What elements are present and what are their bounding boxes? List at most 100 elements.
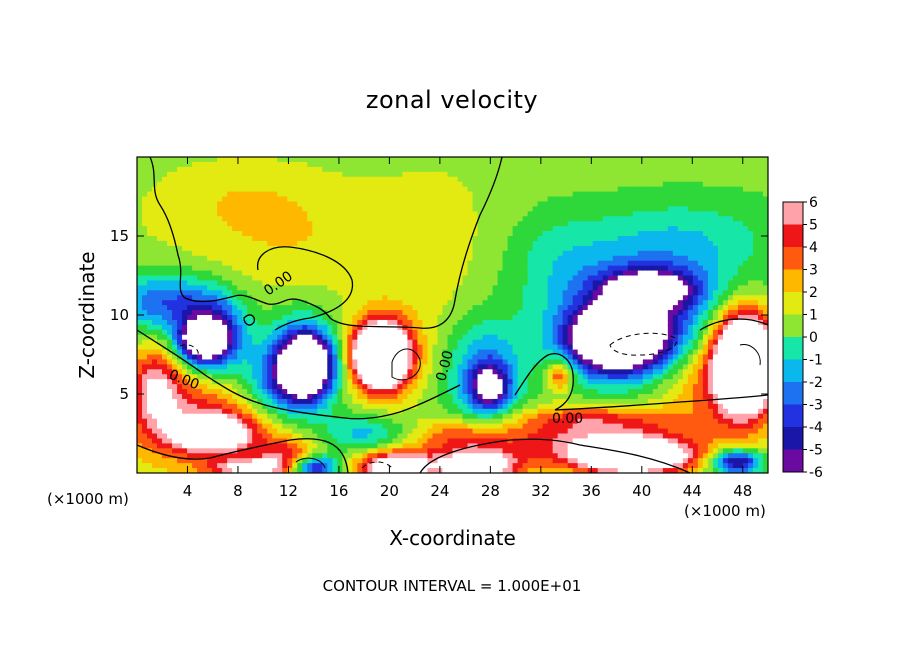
heat-cell [317,280,323,286]
heat-cell [522,468,529,473]
heat-cell [457,394,464,400]
heat-cell [337,226,343,232]
heat-cell [382,270,388,277]
heat-cell [192,240,198,247]
heat-cell [267,428,273,435]
heat-cell [207,295,213,301]
heat-cell [212,186,218,193]
heat-cell [292,354,298,361]
heat-cell [397,176,404,183]
heat-cell [297,418,303,425]
heat-cell [142,300,148,306]
heat-cell [332,349,338,356]
heat-cell [522,408,529,415]
heat-cell [227,364,233,370]
heat-cell [182,423,188,430]
heat-cell [347,181,353,188]
heat-cell [167,428,173,435]
heat-cell [492,438,499,444]
heat-cell [377,231,383,237]
heat-cell [157,186,163,193]
heat-cell [212,245,218,252]
heat-cell [402,236,409,242]
heat-cell [362,379,368,385]
heat-cell [287,354,293,361]
heat-cell [292,176,298,183]
heat-cell [507,349,514,356]
heat-cell [217,250,223,257]
heat-cell [392,270,399,277]
heat-cell [272,221,278,227]
heat-cell [247,216,253,222]
heat-cell [142,211,148,217]
heat-cell [272,319,278,326]
heat-cell [352,394,358,400]
heat-cell [462,166,469,173]
heat-cell [137,438,143,444]
heat-cell [207,171,213,178]
heat-cell [477,181,484,188]
heat-cell [382,324,388,331]
heat-cell [362,384,368,390]
heat-cell [297,157,303,163]
heat-cell [447,166,454,173]
heat-cell [367,255,373,262]
heat-cell [487,196,494,203]
heat-cell [267,433,273,440]
heat-cell [437,433,444,440]
heat-cell [302,379,308,385]
heat-cell [402,344,409,351]
heat-cell [362,300,368,306]
heat-cell [162,433,168,440]
heat-cell [517,364,524,370]
heat-cell [502,270,509,277]
heat-cell [237,418,243,425]
heat-cell [467,359,474,365]
heat-cell [302,211,308,217]
heat-cell [452,161,459,168]
heat-cell [322,305,328,311]
heat-cell [332,181,338,188]
heat-cell [362,334,368,341]
heat-cell [172,349,178,356]
heat-cell [462,290,469,296]
heat-cell [457,310,464,316]
heat-cell [497,359,504,365]
heat-cell [402,231,409,237]
heat-cell [377,176,383,183]
heat-cell [227,354,233,361]
heat-cell [472,344,479,351]
heat-cell [317,295,323,301]
heat-cell [357,408,363,415]
heat-cell [272,211,278,217]
heat-cell [362,364,368,370]
heat-cell [487,443,494,449]
heat-cell [237,300,243,306]
heat-cell [292,221,298,227]
heat-cell [492,433,499,440]
heat-cell [417,191,424,198]
heat-cell [332,463,338,469]
heat-cell [422,344,429,351]
heat-cell [407,161,414,168]
heat-cell [462,226,469,232]
heat-cell [257,201,263,207]
heat-cell [217,324,223,331]
heat-cell [207,443,213,449]
heat-cell [282,231,288,237]
heat-cell [452,324,459,331]
heat-cell [382,305,388,311]
heat-cell [312,458,318,464]
heat-cell [242,240,248,247]
heat-cell [152,384,158,390]
heat-cell [362,181,368,188]
heat-cell [292,359,298,365]
heat-cell [197,236,203,242]
heat-cell [437,463,444,469]
heat-cell [517,438,524,444]
heat-cell [347,231,353,237]
heat-cell [287,181,293,188]
heat-cell [232,359,238,365]
heat-cell [182,216,188,222]
heat-cell [202,245,208,252]
